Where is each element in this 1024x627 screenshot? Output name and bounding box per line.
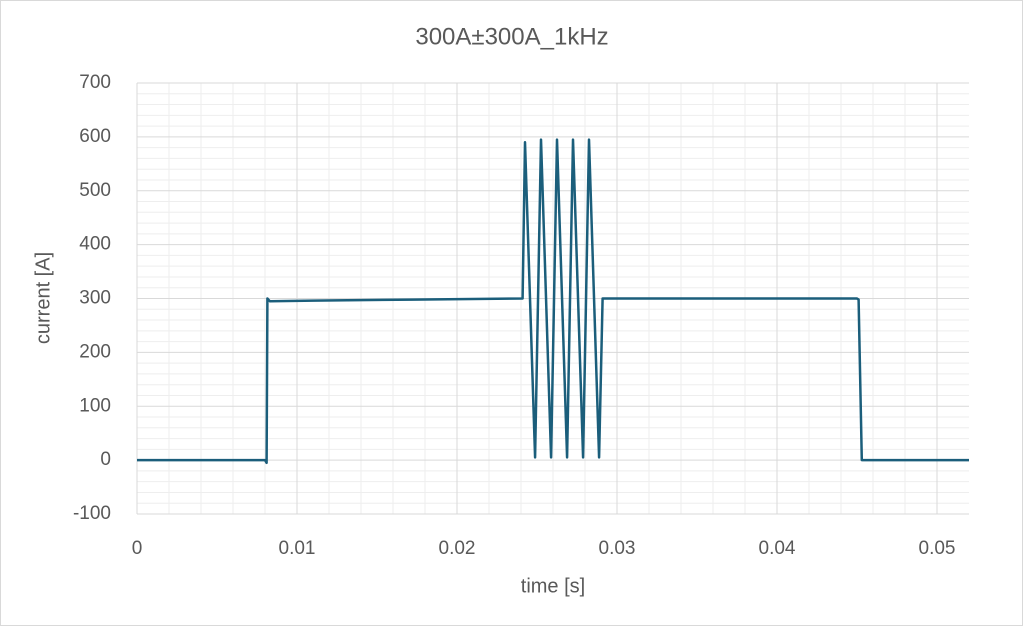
y-tick-label: 0: [100, 449, 111, 470]
x-tick-label: 0.05: [919, 538, 956, 559]
y-tick-label: 400: [79, 234, 111, 255]
y-tick-label: 600: [79, 126, 111, 147]
x-axis-label: time [s]: [521, 575, 585, 597]
data-line: [137, 138, 969, 465]
x-tick-label: 0.01: [279, 538, 316, 559]
x-tick-label: 0: [132, 538, 143, 559]
y-tick-label: 700: [79, 72, 111, 93]
y-tick-label: 200: [79, 341, 111, 362]
x-tick-label: 0.02: [439, 538, 476, 559]
x-tick-label: 0.03: [599, 538, 636, 559]
y-tick-label: 300: [79, 288, 111, 309]
x-tick-label: 0.04: [759, 538, 796, 559]
chart-title: 300A±300A_1kHz: [415, 23, 608, 50]
y-tick-label: 100: [79, 395, 111, 416]
y-axis-label: current [A]: [32, 252, 54, 344]
y-tick-label: -100: [73, 503, 111, 524]
y-tick-label: 500: [79, 180, 111, 201]
